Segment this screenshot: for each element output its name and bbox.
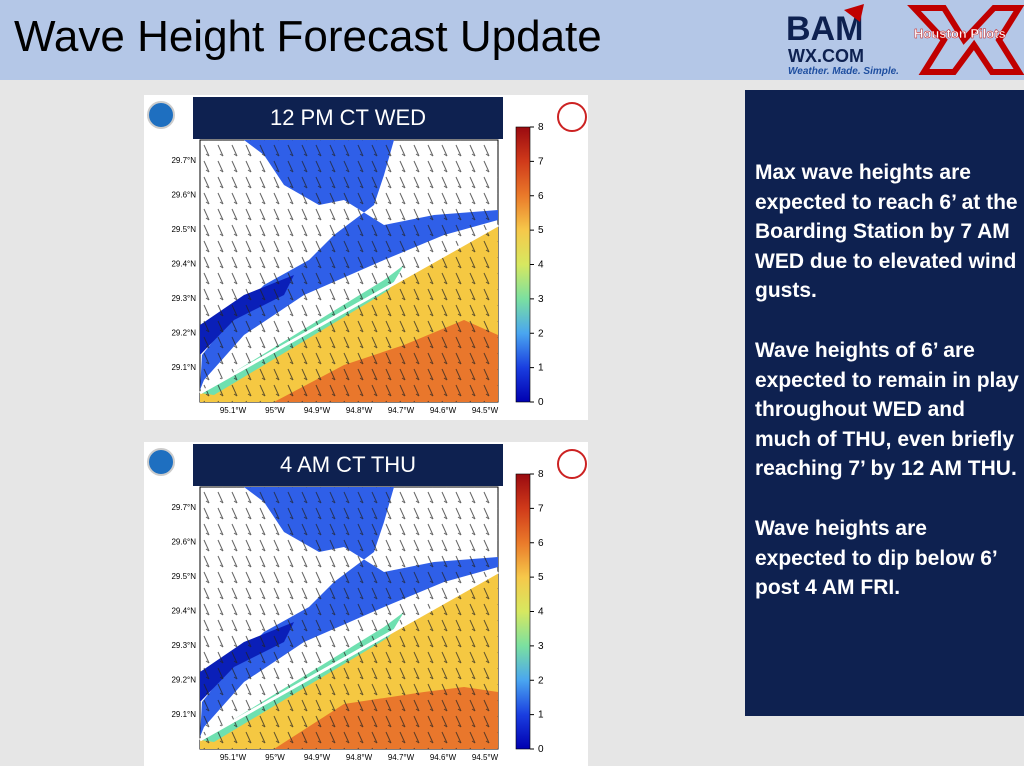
colorbar-label: 8	[538, 122, 544, 133]
panel-label-bg	[193, 444, 503, 486]
x-tick-label: 94.8°W	[346, 406, 373, 415]
x-tick-label: 94.9°W	[304, 753, 331, 762]
colorbar-label: 1	[538, 710, 544, 721]
colorbar-label: 8	[538, 469, 544, 480]
colorbar-label: 2	[538, 328, 544, 339]
x-tick-label: 95.1°W	[220, 406, 247, 415]
x-tick-label: 94.7°W	[388, 753, 415, 762]
x-tick-label: 94.6°W	[430, 406, 457, 415]
colorbar-label: 5	[538, 225, 544, 236]
colorbar	[515, 126, 531, 403]
colorbar-label: 2	[538, 675, 544, 686]
colorbar-label: 4	[538, 260, 544, 271]
noaa-logo	[147, 448, 175, 476]
paragraph: Max wave heights are expected to reach 6…	[755, 161, 1018, 303]
header: Wave Height Forecast Update BAM WX.COM W…	[0, 0, 1024, 80]
logo-accent	[844, 4, 864, 22]
y-tick-label: 29.2°N	[171, 676, 196, 685]
panel-label: 4 AM CT THU	[280, 452, 416, 477]
nws-logo	[557, 449, 587, 479]
x-tick-label: 94.6°W	[430, 753, 457, 762]
x-tick-label: 95°W	[265, 753, 285, 762]
wx-logo: WX.COM	[788, 46, 864, 66]
pilots-emblem	[907, 5, 1024, 75]
colorbar-label: 6	[538, 191, 544, 202]
colorbar-label: 3	[538, 294, 544, 305]
colorbar-label: 0	[538, 397, 544, 408]
x-tick-label: 95.1°W	[220, 753, 247, 762]
y-tick-label: 29.7°N	[171, 503, 196, 512]
y-tick-label: 29.3°N	[171, 641, 196, 650]
logos: BAM WX.COM Weather. Made. Simple. Housto…	[786, 4, 1024, 77]
map-panel: 12 PM CT WED 29.7°N 29.6°N 29.5°N 29.4°N 29.3…	[144, 95, 588, 420]
y-tick-label: 29.2°N	[171, 329, 196, 338]
y-tick-label: 29.6°N	[171, 538, 196, 547]
y-tick-label: 29.1°N	[171, 363, 196, 372]
x-tick-label: 94.7°W	[388, 406, 415, 415]
map-panel: 4 AM CT THU 29.7°N 29.6°N 29.5°N 29.4°N 29.3°…	[144, 442, 588, 766]
pilots-logo: Houston Pilots	[914, 26, 1006, 41]
x-tick-label: 94.5°W	[472, 406, 499, 415]
panel-label: 12 PM CT WED	[270, 105, 426, 130]
x-tick-label: 94.9°W	[304, 406, 331, 415]
colorbar-label: 4	[538, 607, 544, 618]
colorbar-label: 3	[538, 641, 544, 652]
wind-arrows	[200, 140, 498, 402]
bam-logo: BAM	[786, 10, 863, 48]
coastline	[199, 223, 499, 395]
y-tick-label: 29.5°N	[171, 572, 196, 581]
y-tick-label: 29.4°N	[171, 260, 196, 269]
x-tick-label: 95°W	[265, 406, 285, 415]
nws-logo	[557, 102, 587, 132]
paragraph: Wave heights are expected to dip below 6…	[755, 516, 997, 600]
title: Wave Height Forecast Update	[14, 12, 602, 61]
forecast-panels: 12 PM CT WED 29.7°N 29.6°N 29.5°N 29.4°N 29.3…	[144, 95, 588, 766]
y-tick-label: 29.7°N	[171, 156, 196, 165]
paragraph: Wave heights of 6’ are expected to remai…	[755, 338, 1019, 481]
coastline	[199, 570, 499, 742]
colorbar-label: 1	[538, 363, 544, 374]
y-tick-label: 29.5°N	[171, 225, 196, 234]
colorbar-label: 0	[538, 744, 544, 755]
x-tick-label: 94.8°W	[346, 753, 373, 762]
y-tick-label: 29.4°N	[171, 607, 196, 616]
colorbar-label: 5	[538, 572, 544, 583]
colorbar-label: 7	[538, 503, 544, 514]
wind-arrows	[200, 487, 498, 749]
x-tick-label: 94.5°W	[472, 753, 499, 762]
y-tick-label: 29.1°N	[171, 710, 196, 719]
tagline: Weather. Made. Simple.	[788, 66, 899, 77]
text-box: Max wave heights are expected to reach 6…	[745, 90, 1024, 716]
y-tick-label: 29.6°N	[171, 191, 196, 200]
panel-label-bg	[193, 97, 503, 139]
y-tick-label: 29.3°N	[171, 294, 196, 303]
colorbar-label: 7	[538, 156, 544, 167]
colorbar	[515, 473, 531, 750]
noaa-logo	[147, 101, 175, 129]
colorbar-label: 6	[538, 538, 544, 549]
